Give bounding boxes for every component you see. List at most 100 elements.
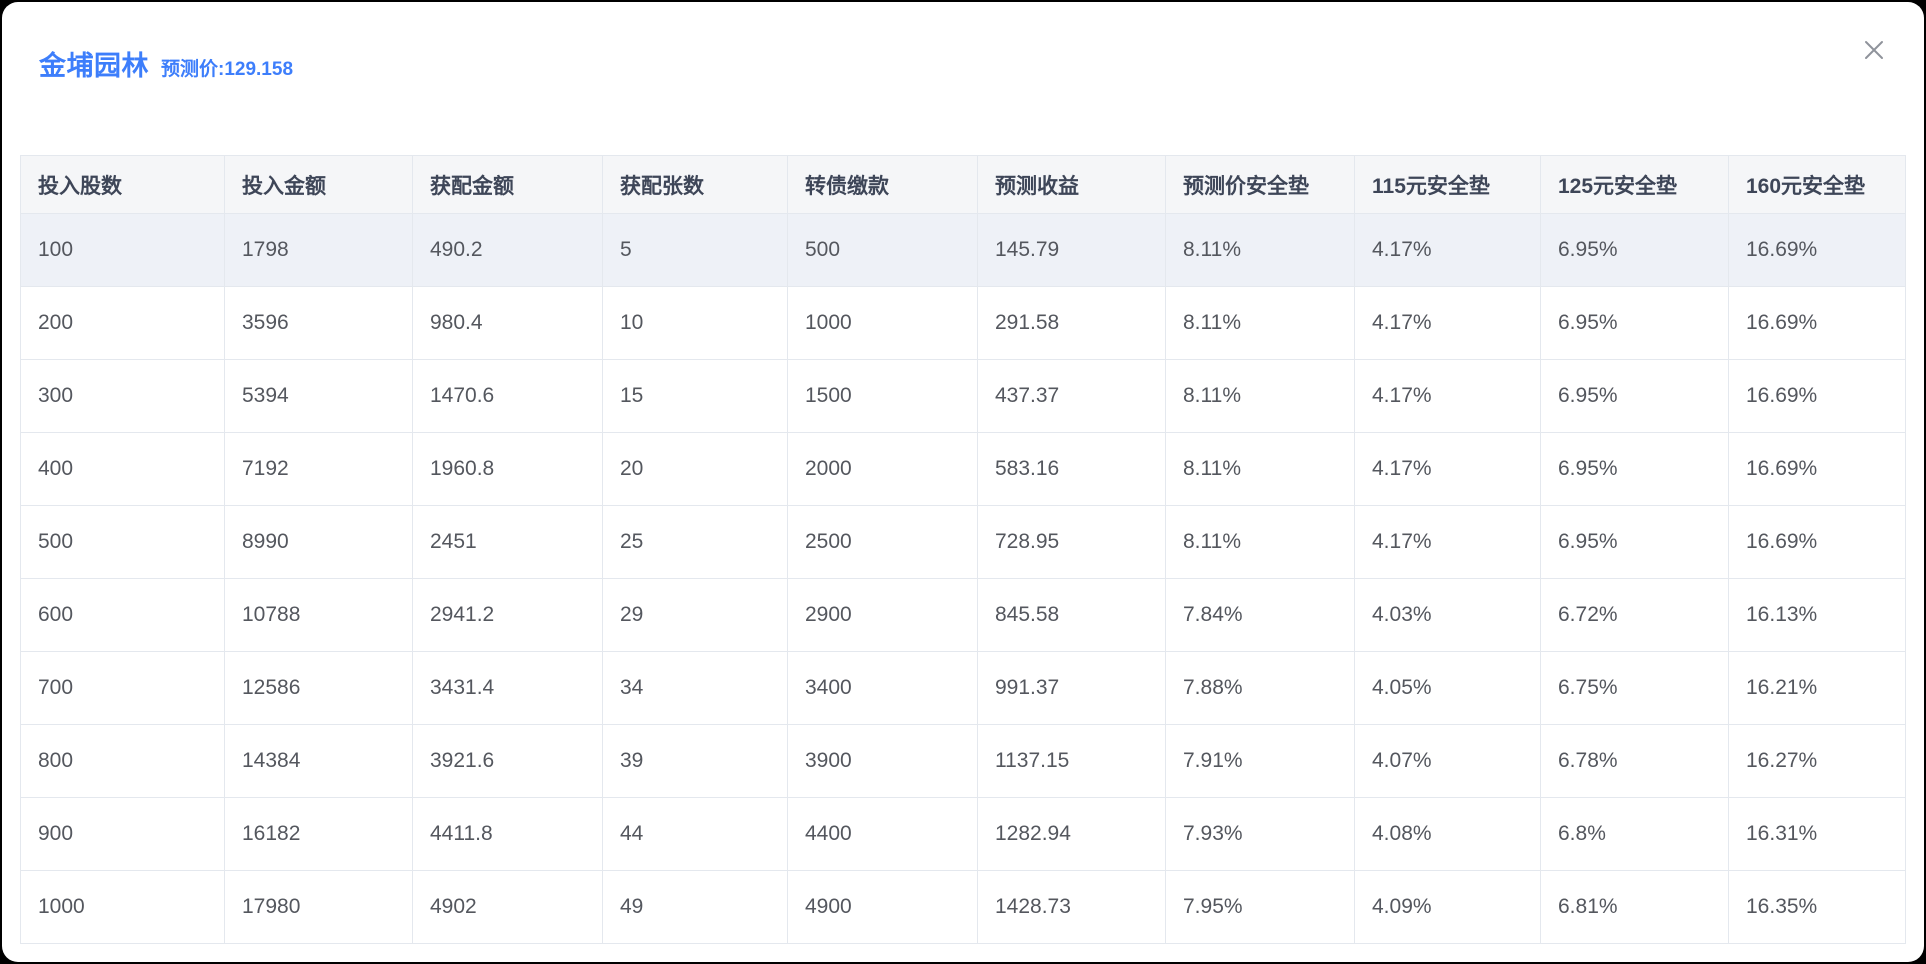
table-cell: 490.2 (412, 213, 603, 287)
table-cell: 6.72% (1540, 578, 1729, 652)
table-cell: 4.17% (1354, 286, 1541, 360)
table-cell: 17980 (224, 870, 413, 944)
table-cell: 6.8% (1540, 797, 1729, 871)
table-cell: 5 (602, 213, 788, 287)
close-x-icon (1862, 38, 1886, 62)
table-cell: 980.4 (412, 286, 603, 360)
table-cell: 1000 (787, 286, 978, 360)
table-cell: 16.69% (1728, 432, 1906, 506)
col-header-predicted-profit: 预测收益 (977, 155, 1166, 214)
table-cell: 300 (20, 359, 225, 433)
table-cell: 6.81% (1540, 870, 1729, 944)
table-cell: 145.79 (977, 213, 1166, 287)
table-cell: 1960.8 (412, 432, 603, 506)
table-cell: 7.95% (1165, 870, 1355, 944)
table-cell: 6.75% (1540, 651, 1729, 725)
table-cell: 291.58 (977, 286, 1166, 360)
table-row[interactable]: 200 3596 980.4 10 1000 291.58 8.11% 4.17… (20, 286, 1906, 360)
table-cell: 2451 (412, 505, 603, 579)
table-cell: 700 (20, 651, 225, 725)
table-cell: 16182 (224, 797, 413, 871)
table-cell: 16.69% (1728, 213, 1906, 287)
table-cell: 8.11% (1165, 432, 1355, 506)
table-cell: 7.84% (1165, 578, 1355, 652)
table-cell: 728.95 (977, 505, 1166, 579)
table-cell: 845.58 (977, 578, 1166, 652)
table-cell: 4.07% (1354, 724, 1541, 798)
table-cell: 29 (602, 578, 788, 652)
bond-name-title: 金埔园林 (39, 51, 149, 81)
table-cell: 4900 (787, 870, 978, 944)
table-cell: 500 (20, 505, 225, 579)
table-cell: 39 (602, 724, 788, 798)
col-header-allocated-sheets: 获配张数 (602, 155, 788, 214)
col-header-cushion-160: 160元安全垫 (1728, 155, 1906, 214)
col-header-cushion-125: 125元安全垫 (1540, 155, 1729, 214)
table-cell: 4.09% (1354, 870, 1541, 944)
table-cell: 6.95% (1540, 213, 1729, 287)
table-cell: 2500 (787, 505, 978, 579)
table-cell: 3596 (224, 286, 413, 360)
col-header-cushion-115: 115元安全垫 (1354, 155, 1541, 214)
table-cell: 7192 (224, 432, 413, 506)
col-header-allocated-amount: 获配金额 (412, 155, 603, 214)
table-cell: 16.69% (1728, 359, 1906, 433)
table-cell: 1428.73 (977, 870, 1166, 944)
table-cell: 4400 (787, 797, 978, 871)
table-cell: 900 (20, 797, 225, 871)
table-cell: 4.17% (1354, 432, 1541, 506)
table-cell: 5394 (224, 359, 413, 433)
table-cell: 4.17% (1354, 213, 1541, 287)
table-cell: 3900 (787, 724, 978, 798)
table-cell: 34 (602, 651, 788, 725)
table-cell: 16.13% (1728, 578, 1906, 652)
table-cell: 16.69% (1728, 286, 1906, 360)
table-row[interactable]: 400 7192 1960.8 20 2000 583.16 8.11% 4.1… (20, 432, 1906, 506)
table-cell: 7.88% (1165, 651, 1355, 725)
table-cell: 1470.6 (412, 359, 603, 433)
table-cell: 7.93% (1165, 797, 1355, 871)
table-cell: 15 (602, 359, 788, 433)
table-cell: 1798 (224, 213, 413, 287)
table-cell: 1282.94 (977, 797, 1166, 871)
table-cell: 8.11% (1165, 505, 1355, 579)
table-cell: 4.08% (1354, 797, 1541, 871)
table-cell: 1500 (787, 359, 978, 433)
col-header-invest-amount: 投入金额 (224, 155, 413, 214)
table-cell: 500 (787, 213, 978, 287)
table-cell: 4.05% (1354, 651, 1541, 725)
table-cell: 12586 (224, 651, 413, 725)
col-header-shares: 投入股数 (20, 155, 225, 214)
table-row[interactable]: 300 5394 1470.6 15 1500 437.37 8.11% 4.1… (20, 359, 1906, 433)
table-cell: 4411.8 (412, 797, 603, 871)
table-row[interactable]: 500 8990 2451 25 2500 728.95 8.11% 4.17%… (20, 505, 1906, 579)
table-cell: 49 (602, 870, 788, 944)
table-cell: 3400 (787, 651, 978, 725)
table-cell: 800 (20, 724, 225, 798)
table-cell: 1137.15 (977, 724, 1166, 798)
table-cell: 2941.2 (412, 578, 603, 652)
table-row[interactable]: 700 12586 3431.4 34 3400 991.37 7.88% 4.… (20, 651, 1906, 725)
table-cell: 8990 (224, 505, 413, 579)
table-cell: 16.31% (1728, 797, 1906, 871)
predicted-price-label: 预测价:129.158 (161, 59, 294, 80)
table-cell: 10788 (224, 578, 413, 652)
table-cell: 400 (20, 432, 225, 506)
close-button[interactable] (1858, 34, 1890, 66)
table-row[interactable]: 900 16182 4411.8 44 4400 1282.94 7.93% 4… (20, 797, 1906, 871)
table-cell: 16.27% (1728, 724, 1906, 798)
modal-header: 金埔园林 预测价:129.158 (2, 2, 1924, 155)
table-cell: 8.11% (1165, 213, 1355, 287)
table-row[interactable]: 600 10788 2941.2 29 2900 845.58 7.84% 4.… (20, 578, 1906, 652)
table-cell: 583.16 (977, 432, 1166, 506)
table-cell: 4.17% (1354, 505, 1541, 579)
table-row[interactable]: 1000 17980 4902 49 4900 1428.73 7.95% 4.… (20, 870, 1906, 944)
table-cell: 200 (20, 286, 225, 360)
table-cell: 6.95% (1540, 505, 1729, 579)
table-cell: 6.95% (1540, 286, 1729, 360)
table-row[interactable]: 800 14384 3921.6 39 3900 1137.15 7.91% 4… (20, 724, 1906, 798)
table-cell: 2900 (787, 578, 978, 652)
table-cell: 20 (602, 432, 788, 506)
table-cell: 16.35% (1728, 870, 1906, 944)
table-row[interactable]: 100 1798 490.2 5 500 145.79 8.11% 4.17% … (20, 213, 1906, 287)
